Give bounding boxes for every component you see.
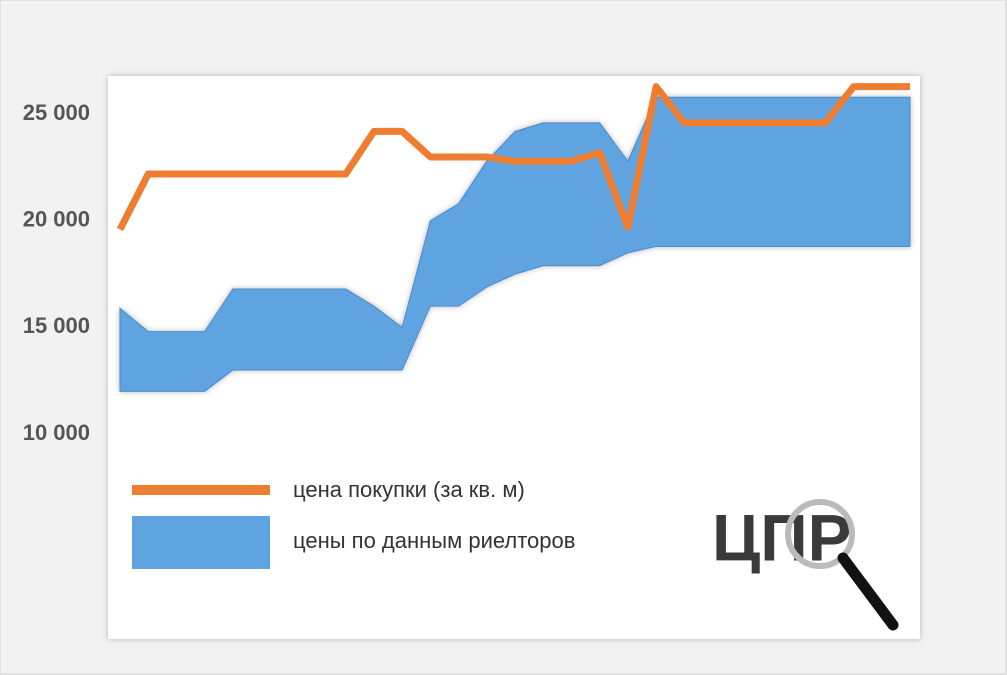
magnifier-rim [785, 499, 855, 569]
y-tick-label: 20 000 [23, 207, 90, 232]
y-tick-label: 25 000 [23, 100, 90, 125]
legend-label: цены по данным риелторов [293, 528, 575, 553]
y-tick-label: 10 000 [23, 420, 90, 445]
price-line [116, 83, 910, 231]
band-area [119, 96, 911, 392]
logo: ЦПР [712, 499, 899, 631]
legend-swatch-area [132, 516, 270, 569]
y-tick-label: 15 000 [23, 313, 90, 338]
legend-label: цена покупки (за кв. м) [293, 477, 525, 502]
magnifier-handle [837, 552, 899, 631]
